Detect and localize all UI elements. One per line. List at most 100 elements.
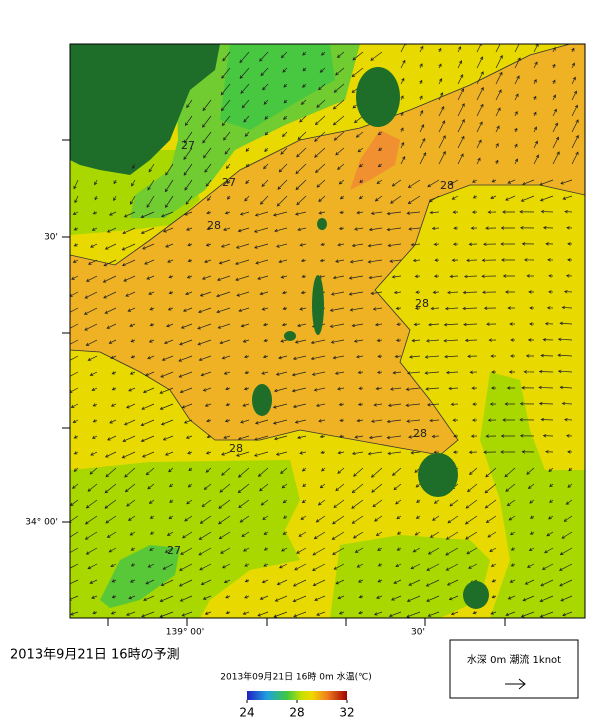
current-arrow: [356, 563, 364, 568]
current-arrow: [445, 547, 459, 556]
current-arrow: [529, 306, 535, 310]
current-arrow: [108, 547, 117, 553]
current-arrow: [160, 419, 174, 426]
current-arrow: [338, 434, 345, 439]
current-arrow: [185, 435, 193, 439]
current-arrow: [162, 435, 174, 441]
current-arrow: [335, 67, 345, 76]
current-arrow: [84, 291, 98, 299]
current-arrow: [292, 595, 307, 603]
current-arrow: [561, 401, 573, 406]
legend-text: 水深 0m 潮流 1knot: [467, 653, 561, 666]
current-arrow: [335, 579, 345, 585]
current-arrow: [506, 499, 516, 507]
current-arrow: [282, 306, 288, 311]
current-arrow: [140, 211, 155, 219]
current-arrow: [188, 467, 193, 472]
current-arrow: [312, 547, 326, 556]
current-arrow: [240, 323, 250, 328]
current-arrow: [72, 211, 79, 215]
current-arrow: [523, 370, 535, 374]
current-arrow: [159, 611, 174, 618]
current-arrow: [291, 371, 307, 377]
current-arrow: [545, 450, 554, 454]
current-arrow: [206, 210, 212, 215]
current-arrow: [109, 211, 117, 216]
current-arrow: [465, 531, 478, 540]
current-arrow: [457, 153, 464, 165]
current-arrow: [338, 611, 345, 615]
current-arrow: [484, 483, 497, 494]
current-arrow: [476, 56, 484, 69]
current-arrow: [505, 290, 516, 294]
current-arrow: [429, 418, 440, 423]
current-arrow: [358, 611, 364, 615]
current-arrow: [165, 163, 174, 176]
current-arrow: [73, 467, 79, 472]
current-arrow: [145, 579, 155, 585]
current-arrow: [102, 275, 117, 283]
current-arrow: [148, 163, 155, 173]
current-arrow: [533, 78, 537, 85]
contour-label: 27: [167, 544, 181, 557]
current-arrow: [275, 451, 288, 456]
current-arrow: [377, 354, 383, 358]
current-arrow: [540, 417, 554, 422]
current-arrow: [186, 275, 193, 279]
current-arrow: [282, 499, 288, 504]
current-arrow: [110, 563, 117, 568]
current-arrow: [254, 419, 269, 425]
current-arrow: [376, 595, 383, 599]
current-arrow: [90, 451, 98, 456]
current-arrow: [122, 435, 136, 442]
current-arrow: [377, 579, 383, 583]
current-arrow: [529, 322, 535, 326]
current-arrow: [520, 611, 535, 618]
current-arrow: [368, 435, 383, 440]
current-arrow: [390, 387, 402, 391]
current-arrow: [126, 499, 136, 507]
current-arrow: [225, 610, 231, 615]
current-arrow: [204, 163, 212, 173]
current-arrow: [469, 370, 478, 374]
current-arrow: [147, 563, 155, 568]
current-arrow: [406, 595, 421, 602]
current-arrow: [529, 499, 535, 504]
current-arrow: [147, 483, 155, 490]
current-arrow: [371, 483, 383, 493]
current-arrow: [301, 467, 307, 472]
colorbar-label: 32: [339, 706, 354, 720]
current-arrow: [316, 99, 326, 108]
current-arrow: [559, 547, 573, 556]
current-arrow: [125, 291, 136, 297]
current-arrow: [415, 515, 421, 519]
current-arrow: [245, 147, 250, 152]
current-arrow: [73, 451, 79, 455]
current-arrow: [500, 226, 516, 230]
current-arrow: [546, 531, 554, 537]
current-arrow: [260, 195, 269, 205]
current-arrow: [528, 547, 535, 551]
current-arrow: [179, 387, 193, 394]
current-arrow: [162, 227, 174, 233]
current-arrow: [199, 563, 212, 571]
current-arrow: [522, 179, 535, 186]
current-arrow: [405, 403, 421, 407]
current-arrow: [218, 499, 231, 509]
current-arrow: [510, 563, 516, 567]
contour-label: 28: [415, 297, 429, 310]
current-arrow: [463, 322, 478, 327]
current-arrow: [563, 289, 573, 294]
current-arrow: [333, 131, 345, 141]
current-arrow: [198, 547, 212, 556]
current-arrow: [408, 435, 421, 439]
current-arrow: [145, 371, 155, 377]
current-arrow: [71, 275, 79, 280]
current-arrow: [87, 563, 98, 570]
island: [463, 581, 489, 609]
current-arrow: [552, 46, 556, 53]
current-arrow: [390, 595, 402, 601]
current-arrow: [297, 131, 307, 141]
current-arrow: [238, 307, 250, 313]
current-arrow: [520, 195, 535, 202]
